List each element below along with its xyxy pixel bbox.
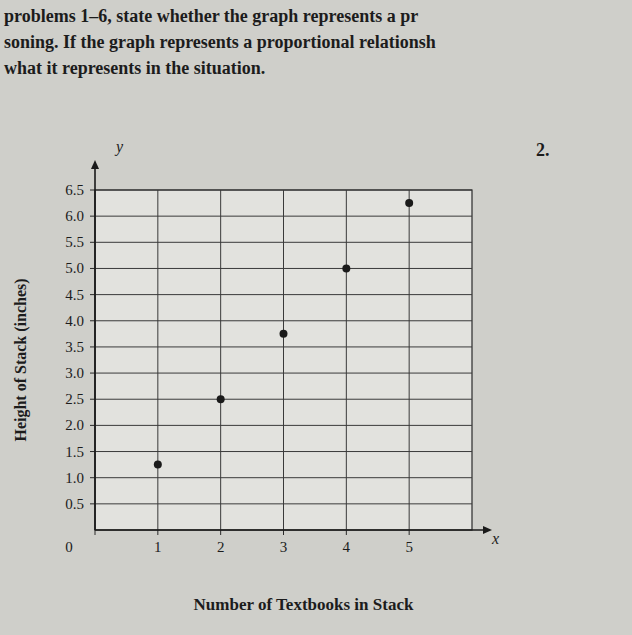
grid-line [157,190,158,530]
data-point [154,461,162,469]
annotation: x [491,530,499,547]
annotation: y [114,138,124,156]
x-tick-label: 3 [280,539,288,555]
data-point [217,395,225,403]
data-point [280,330,288,338]
y-tick-label: 2.0 [65,417,84,433]
y-tick-label: 4.0 [65,313,84,329]
x-axis [95,529,486,531]
y-tick-label: 1.0 [65,470,84,486]
y-tick-label: 3.5 [65,339,84,355]
y-tick-label: 5.0 [65,260,84,276]
x-tick-label: 5 [405,539,413,555]
y-axis [94,166,96,530]
x-tick-label: 1 [154,539,162,555]
grid-line [409,190,410,530]
y-tick-label: 3.0 [65,365,84,381]
y-tick-label: 0.5 [65,496,84,512]
y-tick-label: 1.5 [65,444,84,460]
x-tick-label: 2 [217,539,225,555]
x-axis-label: Number of Textbooks in Stack [194,595,414,614]
data-point [405,199,413,207]
y-tick-label: 4.5 [65,287,84,303]
chart: 0.51.01.52.02.53.03.54.04.55.05.56.06.50… [0,0,632,635]
annotation: soning. If the graph represents a propor… [4,32,436,52]
annotation: problems 1–6, state whether the graph re… [4,6,418,26]
annotation: 2. [536,140,550,160]
background [0,0,632,635]
x-tick-label: 4 [343,539,351,555]
annotation: what it represents in the situation. [4,58,265,78]
y-tick-label: 2.5 [65,391,84,407]
y-axis-label: Height of Stack (inches) [12,278,30,441]
grid-line [346,190,347,530]
x-tick-label: 0 [65,539,73,555]
grid-line [283,190,284,530]
y-tick-label: 5.5 [65,234,84,250]
x-axis-arrow [483,526,492,534]
y-axis-arrow [91,160,99,169]
points [154,199,413,469]
y-tick-label: 6.5 [65,182,84,198]
plot-frame [95,190,472,530]
y-tick-label: 6.0 [65,208,84,224]
data-point [342,264,350,272]
grid-line [220,190,221,530]
